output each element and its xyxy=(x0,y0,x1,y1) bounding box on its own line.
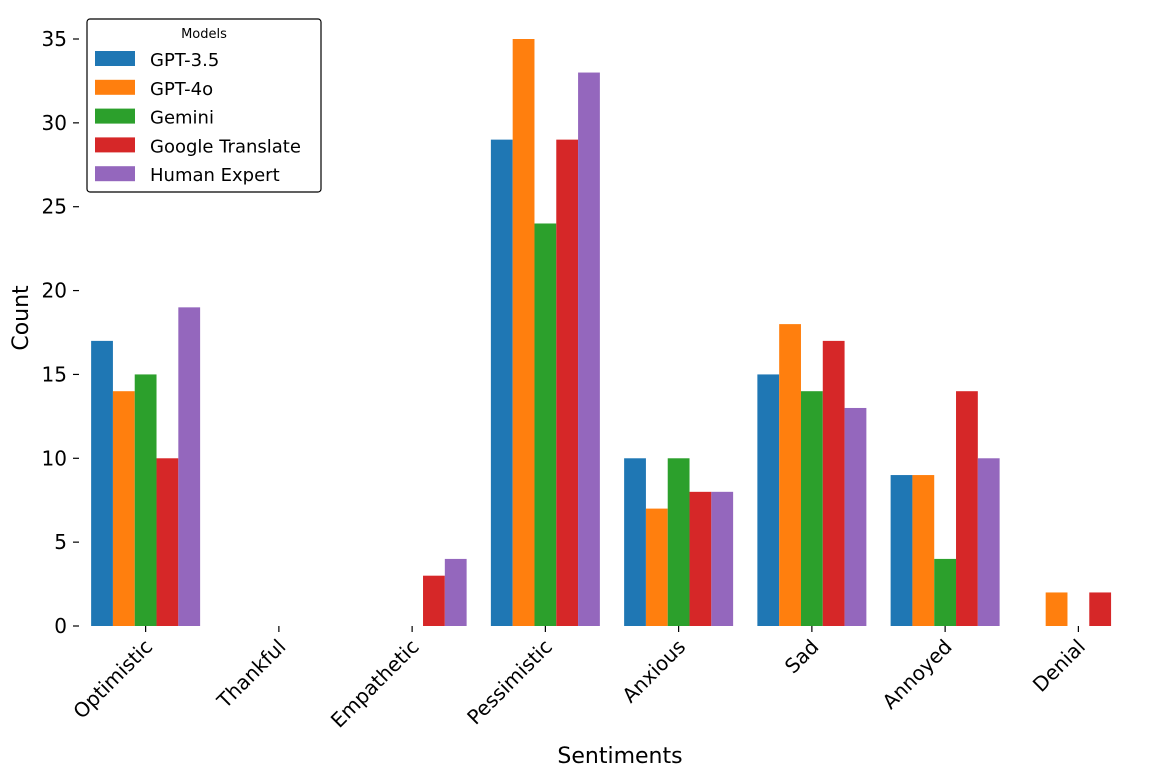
x-tick-label: Annoyed xyxy=(877,635,956,714)
y-tick-label: 35 xyxy=(42,27,67,51)
bar-google-translate-optimistic xyxy=(156,458,179,626)
bar-gpt-4o-denial xyxy=(1045,592,1068,626)
y-tick-label: 15 xyxy=(42,362,67,386)
bar-gpt-4o-annoyed xyxy=(912,475,935,626)
legend-swatch xyxy=(95,79,135,95)
bar-gpt-3-5-pessimistic xyxy=(490,139,513,626)
legend-box xyxy=(86,18,322,193)
x-tick-label: Anxious xyxy=(617,635,690,708)
bar-gpt-3-5-annoyed xyxy=(890,475,913,626)
bar-human-expert-optimistic xyxy=(178,307,201,626)
bar-google-translate-annoyed xyxy=(956,391,978,626)
legend-title: Models xyxy=(181,27,227,42)
x-tick-label: Denial xyxy=(1028,635,1090,697)
legend-label: GPT-4o xyxy=(150,79,213,100)
bar-gpt-4o-sad xyxy=(779,324,801,626)
legend-label: Human Expert xyxy=(150,165,280,186)
x-tick-label: Empathetic xyxy=(326,635,424,733)
bar-gemini-sad xyxy=(800,391,823,626)
bar-gemini-anxious xyxy=(667,458,690,626)
bar-gemini-optimistic xyxy=(134,374,157,626)
y-tick-label: 5 xyxy=(54,530,67,554)
bar-gpt-4o-anxious xyxy=(645,508,668,626)
bar-google-translate-empathetic xyxy=(423,575,445,626)
bar-google-translate-denial xyxy=(1089,592,1112,626)
bar-gemini-pessimistic xyxy=(534,223,557,626)
y-tick-label: 30 xyxy=(42,111,67,135)
bar-gpt-3-5-sad xyxy=(757,374,780,626)
legend-label: GPT-3.5 xyxy=(150,50,219,71)
bar-gpt-3-5-optimistic xyxy=(91,340,113,626)
legend-swatch xyxy=(95,51,135,66)
bar-series xyxy=(91,39,1112,627)
x-axis: Optimistic Thankful Empathetic Pessimistic A… xyxy=(68,626,1090,732)
bar-human-expert-pessimistic xyxy=(578,72,600,627)
legend-label: Google Translate xyxy=(150,136,301,157)
bar-human-expert-annoyed xyxy=(977,458,1000,626)
bar-gpt-4o-pessimistic xyxy=(512,39,535,626)
legend: Models GPT-3.5 GPT-4o Gemini Google Transla… xyxy=(86,18,322,193)
y-tick-label: 10 xyxy=(42,446,67,470)
bar-human-expert-anxious xyxy=(711,491,734,626)
bar-gemini-annoyed xyxy=(934,558,957,626)
bar-gpt-4o-optimistic xyxy=(112,391,135,626)
bar-google-translate-pessimistic xyxy=(556,139,579,626)
x-tick-label: Pessimistic xyxy=(462,635,557,730)
y-axis-title: Count xyxy=(9,285,34,351)
x-tick-label: Sad xyxy=(780,635,824,679)
bar-google-translate-anxious xyxy=(689,491,712,626)
bar-gpt-3-5-anxious xyxy=(624,458,646,626)
bar-google-translate-sad xyxy=(822,340,845,626)
legend-swatch xyxy=(95,166,135,182)
x-axis-title: Sentiments xyxy=(557,744,682,769)
y-tick-label: 0 xyxy=(54,614,67,638)
bar-human-expert-empathetic xyxy=(444,558,467,626)
legend-label: Gemini xyxy=(150,108,214,129)
y-tick-label: 25 xyxy=(42,195,67,219)
y-tick-label: 20 xyxy=(42,279,67,303)
x-tick-label: Thankful xyxy=(211,635,290,714)
x-tick-label: Optimistic xyxy=(68,635,157,724)
legend-swatch xyxy=(95,108,135,124)
y-axis: 0 5 10 15 20 25 30 35 xyxy=(42,27,79,638)
bar-human-expert-sad xyxy=(844,407,867,626)
legend-swatch xyxy=(95,137,135,153)
